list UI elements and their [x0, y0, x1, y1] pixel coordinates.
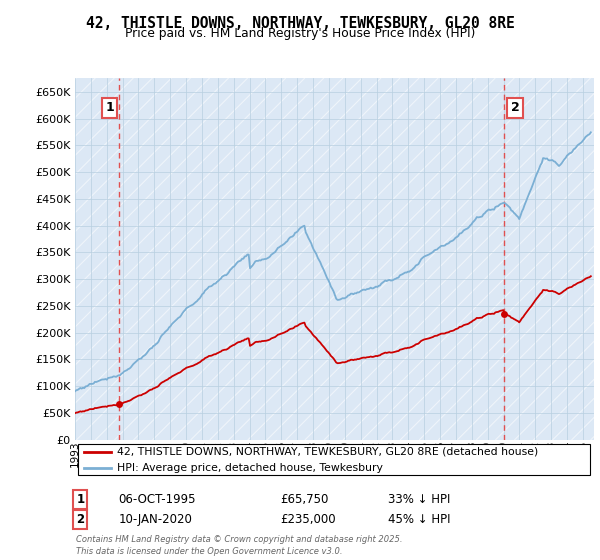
Text: Contains HM Land Registry data © Crown copyright and database right 2025.
This d: Contains HM Land Registry data © Crown c… [76, 535, 403, 556]
Text: 1: 1 [105, 101, 114, 114]
Text: Price paid vs. HM Land Registry's House Price Index (HPI): Price paid vs. HM Land Registry's House … [125, 27, 475, 40]
Text: 45% ↓ HPI: 45% ↓ HPI [388, 513, 451, 526]
Text: £65,750: £65,750 [280, 493, 329, 506]
Text: 42, THISTLE DOWNS, NORTHWAY, TEWKESBURY, GL20 8RE: 42, THISTLE DOWNS, NORTHWAY, TEWKESBURY,… [86, 16, 514, 31]
Text: 42, THISTLE DOWNS, NORTHWAY, TEWKESBURY, GL20 8RE (detached house): 42, THISTLE DOWNS, NORTHWAY, TEWKESBURY,… [116, 447, 538, 457]
Text: 06-OCT-1995: 06-OCT-1995 [118, 493, 196, 506]
Text: HPI: Average price, detached house, Tewkesbury: HPI: Average price, detached house, Tewk… [116, 463, 382, 473]
Text: £235,000: £235,000 [280, 513, 336, 526]
FancyBboxPatch shape [77, 444, 590, 475]
Text: 1: 1 [76, 493, 85, 506]
Text: 33% ↓ HPI: 33% ↓ HPI [388, 493, 451, 506]
Text: 10-JAN-2020: 10-JAN-2020 [118, 513, 192, 526]
Text: 2: 2 [76, 513, 85, 526]
Text: 2: 2 [511, 101, 520, 114]
